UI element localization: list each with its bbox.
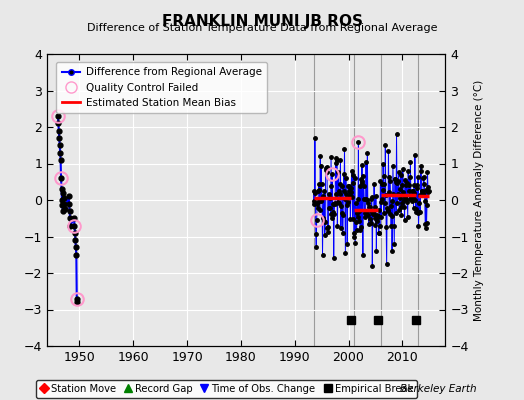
Text: Difference of Station Temperature Data from Regional Average: Difference of Station Temperature Data f…	[87, 23, 437, 33]
Text: FRANKLIN MUNI JB ROS: FRANKLIN MUNI JB ROS	[161, 14, 363, 29]
Y-axis label: Monthly Temperature Anomaly Difference (°C): Monthly Temperature Anomaly Difference (…	[474, 79, 484, 321]
Legend: Station Move, Record Gap, Time of Obs. Change, Empirical Break: Station Move, Record Gap, Time of Obs. C…	[36, 380, 417, 398]
Text: Berkeley Earth: Berkeley Earth	[400, 384, 477, 394]
